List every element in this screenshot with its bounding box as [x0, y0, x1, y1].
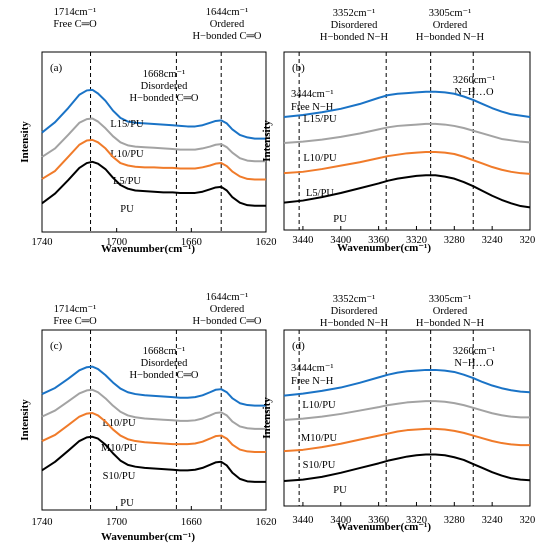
- series-line: [42, 162, 266, 206]
- series-label: L10/PU: [303, 153, 337, 164]
- x-axis-title: Wavenumber(cm⁻¹): [101, 243, 195, 255]
- series-label: L10/PU: [302, 400, 336, 411]
- series-label: PU: [120, 498, 134, 509]
- series-label: L15/PU: [110, 119, 144, 130]
- x-axis-title: Wavenumber(cm⁻¹): [337, 242, 431, 254]
- x-tick-label: 3200: [520, 235, 535, 246]
- y-axis-title: Intensity: [261, 397, 273, 439]
- series-label: PU: [120, 204, 134, 215]
- x-axis-title: Wavenumber(cm⁻¹): [337, 521, 431, 533]
- series-label: L15/PU: [303, 114, 337, 125]
- x-tick-label: 1740: [32, 517, 53, 528]
- series-label: S10/PU: [103, 471, 136, 482]
- y-axis-title: Intensity: [19, 121, 31, 163]
- series-line: [42, 140, 266, 180]
- x-tick-label: 3440: [292, 515, 313, 526]
- x-tick-label: 3440: [292, 235, 313, 246]
- x-tick-label: 1620: [256, 517, 277, 528]
- x-tick-label: 1620: [256, 237, 277, 248]
- y-axis-title: Intensity: [261, 120, 273, 162]
- x-tick-label: 1740: [32, 237, 53, 248]
- series-label: M10/PU: [301, 433, 338, 444]
- x-tick-label: 3280: [444, 235, 465, 246]
- x-tick-label: 1700: [106, 517, 127, 528]
- x-tick-label: 3240: [482, 515, 503, 526]
- panel-label: (b): [292, 62, 305, 74]
- series-label: S10/PU: [303, 460, 336, 471]
- panel-label: (d): [292, 340, 305, 352]
- x-tick-label: 1660: [181, 517, 202, 528]
- panel-label: (c): [50, 340, 63, 352]
- series-line: [284, 124, 530, 143]
- series-label: PU: [333, 485, 347, 496]
- y-axis-title: Intensity: [19, 399, 31, 441]
- x-tick-label: 3240: [482, 235, 503, 246]
- x-tick-label: 3280: [444, 515, 465, 526]
- x-axis-title: Wavenumber(cm⁻¹): [101, 531, 195, 543]
- panel-label: (a): [50, 62, 63, 74]
- series-label: PU: [333, 214, 347, 225]
- x-tick-label: 3200: [520, 515, 535, 526]
